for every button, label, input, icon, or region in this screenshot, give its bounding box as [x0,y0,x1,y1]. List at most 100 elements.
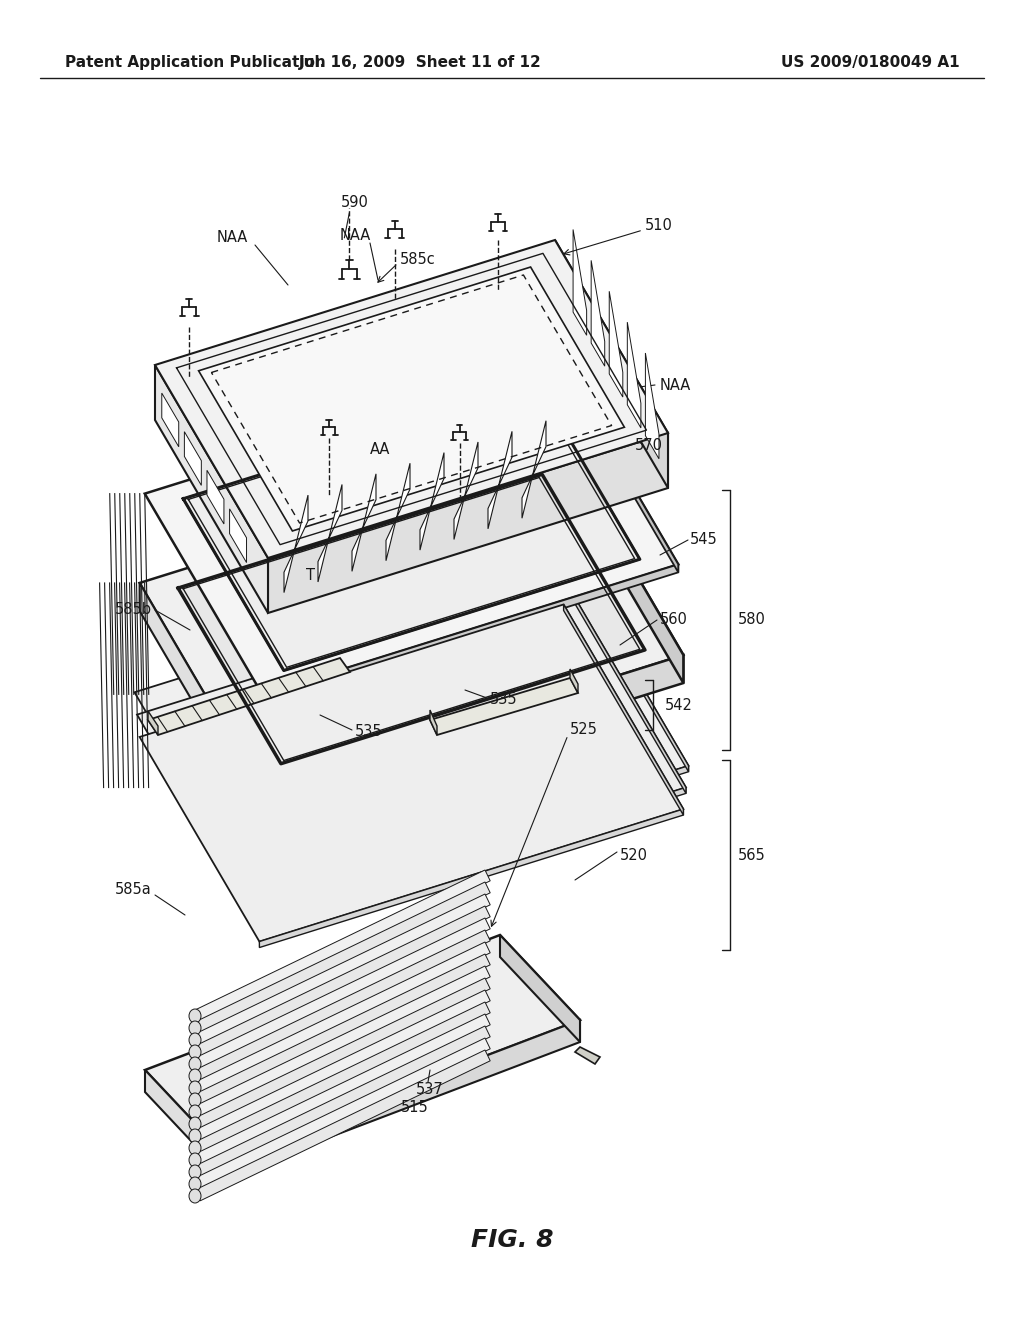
Polygon shape [259,655,683,816]
Polygon shape [134,557,688,900]
Text: 535: 535 [355,725,383,739]
Text: NAA: NAA [660,378,691,392]
Polygon shape [145,1071,225,1177]
Text: NAA: NAA [216,231,248,246]
Polygon shape [352,474,376,572]
Ellipse shape [189,1057,201,1071]
Polygon shape [155,240,668,558]
Polygon shape [162,393,179,446]
Polygon shape [257,766,688,907]
Polygon shape [148,711,158,735]
Text: 525: 525 [570,722,598,738]
Polygon shape [563,450,683,682]
Polygon shape [565,581,686,793]
Polygon shape [573,230,587,335]
Polygon shape [430,678,578,735]
Polygon shape [195,990,490,1140]
Polygon shape [500,935,580,1041]
Polygon shape [645,352,659,459]
Ellipse shape [189,1129,201,1143]
Text: 537: 537 [416,1082,443,1097]
Polygon shape [145,935,580,1155]
Ellipse shape [189,1045,201,1059]
Polygon shape [628,322,641,428]
Text: T: T [305,568,314,582]
Polygon shape [144,363,678,694]
Ellipse shape [189,1008,201,1023]
Polygon shape [195,906,490,1057]
Polygon shape [570,669,578,693]
Text: Jul. 16, 2009  Sheet 11 of 12: Jul. 16, 2009 Sheet 11 of 12 [299,54,542,70]
Text: 570: 570 [635,437,663,453]
Text: 585a: 585a [116,883,152,898]
Ellipse shape [189,1117,201,1131]
Text: 510: 510 [645,218,673,232]
Polygon shape [195,942,490,1093]
Polygon shape [195,1038,490,1189]
Polygon shape [430,710,437,735]
Polygon shape [178,474,645,764]
Polygon shape [284,495,308,593]
Text: 585c: 585c [400,252,436,268]
Polygon shape [258,787,686,927]
Polygon shape [522,421,546,519]
Polygon shape [195,954,490,1105]
Polygon shape [195,931,490,1081]
Polygon shape [195,882,490,1032]
Polygon shape [139,450,683,788]
Polygon shape [195,1049,490,1201]
Ellipse shape [189,1166,201,1179]
Polygon shape [195,1002,490,1152]
Text: 590: 590 [340,195,369,210]
Polygon shape [137,581,686,921]
Polygon shape [139,583,259,816]
Polygon shape [454,442,478,540]
Text: 542: 542 [665,697,693,713]
Polygon shape [195,894,490,1045]
Polygon shape [259,809,683,948]
Polygon shape [591,260,605,366]
Polygon shape [229,510,247,562]
Polygon shape [199,267,625,531]
Ellipse shape [189,1081,201,1096]
Text: FIG. 8: FIG. 8 [471,1228,553,1251]
Polygon shape [225,1020,580,1177]
Ellipse shape [189,1020,201,1035]
Text: NAA: NAA [339,227,371,243]
Polygon shape [268,433,668,612]
Polygon shape [195,966,490,1117]
Ellipse shape [189,1152,201,1167]
Text: 515: 515 [401,1101,429,1115]
Ellipse shape [189,1189,201,1203]
Ellipse shape [189,1069,201,1082]
Text: AA: AA [370,442,390,458]
Polygon shape [555,240,668,488]
Polygon shape [575,1047,600,1064]
Polygon shape [609,292,623,397]
Polygon shape [488,432,512,529]
Text: 535: 535 [490,693,517,708]
Polygon shape [183,388,640,671]
Polygon shape [561,363,678,573]
Ellipse shape [189,1140,201,1155]
Text: 580: 580 [738,612,766,627]
Text: Patent Application Publication: Patent Application Publication [65,54,326,70]
Ellipse shape [189,1105,201,1119]
Polygon shape [139,605,683,941]
Text: 585b: 585b [115,602,152,618]
Polygon shape [207,470,224,524]
Polygon shape [566,557,688,772]
Ellipse shape [189,1093,201,1107]
Polygon shape [155,366,268,612]
Text: 565: 565 [738,847,766,862]
Polygon shape [148,657,350,735]
Polygon shape [195,917,490,1069]
Polygon shape [195,1026,490,1177]
Ellipse shape [189,1177,201,1191]
Text: 560: 560 [660,612,688,627]
Polygon shape [184,432,202,486]
Polygon shape [262,565,678,702]
Polygon shape [386,463,410,561]
Polygon shape [195,870,490,1020]
Polygon shape [318,484,342,582]
